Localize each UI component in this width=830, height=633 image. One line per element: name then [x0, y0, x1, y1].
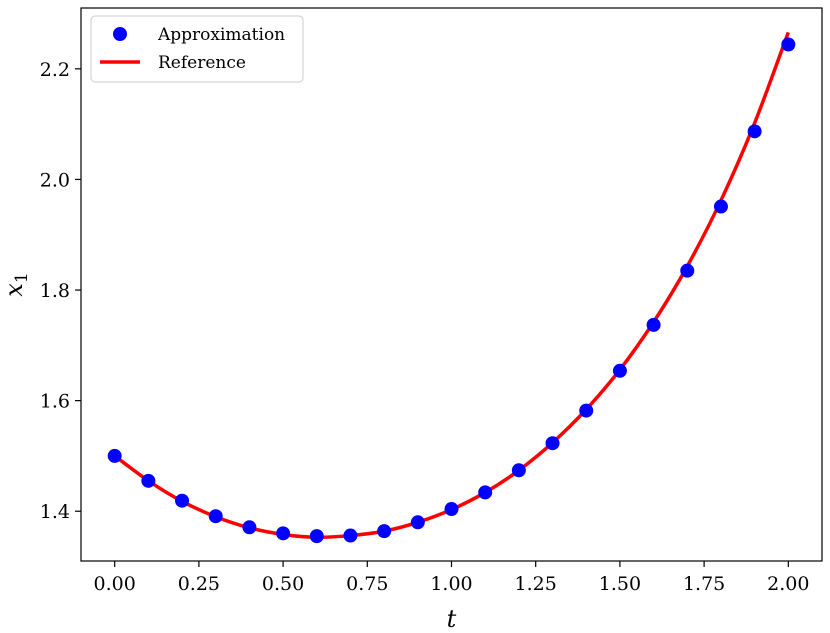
- x-tick-label: 0.75: [346, 573, 388, 595]
- x-tick-label: 1.25: [515, 573, 557, 595]
- approximation-point: [175, 493, 190, 508]
- y-axis-label-main: x: [0, 283, 28, 297]
- approximation-point: [208, 509, 223, 524]
- y-tick-label: 2.2: [40, 59, 70, 81]
- x-axis-label: t: [447, 605, 457, 633]
- approximation-point: [545, 436, 560, 451]
- legend-approximation-label: Approximation: [157, 25, 285, 45]
- x-tick-label: 1.50: [599, 573, 641, 595]
- approximation-point: [276, 526, 291, 541]
- legend-reference-label: Reference: [158, 53, 246, 73]
- approximation-point: [141, 473, 156, 488]
- approximation-point: [747, 124, 762, 139]
- x-tick-label: 1.75: [683, 573, 725, 595]
- approximation-point: [444, 502, 459, 517]
- approximation-point: [646, 317, 661, 332]
- approximation-point: [309, 529, 324, 544]
- approximation-point: [107, 448, 122, 463]
- y-tick-label: 1.8: [40, 280, 70, 302]
- y-axis-label: x1: [0, 272, 32, 296]
- plot-frame: [80, 7, 823, 562]
- x-tick-label: 1.00: [430, 573, 472, 595]
- approximation-point: [242, 520, 257, 535]
- legend: Approximation Reference: [90, 15, 304, 83]
- x-tick-label: 0.50: [262, 573, 304, 595]
- y-axis-label-subscript: 1: [12, 272, 32, 283]
- approximation-point: [713, 199, 728, 214]
- approximation-point: [579, 403, 594, 418]
- approximation-point: [343, 528, 358, 543]
- reference-line-layer: [113, 31, 790, 539]
- x-tick-label: 2.00: [767, 573, 809, 595]
- approximation-point: [478, 485, 493, 500]
- approximation-point: [680, 263, 695, 278]
- legend-box: [90, 15, 304, 83]
- y-tick-label: 1.4: [40, 501, 70, 523]
- y-tick-label: 2.0: [40, 169, 70, 191]
- approximation-point: [781, 37, 796, 52]
- x-axis-ticks: 0.00 0.25 0.50 0.75 1.00 1.25 1.50 1.75 2.00: [94, 561, 809, 595]
- approximation-point: [511, 463, 526, 478]
- y-tick-label: 1.6: [40, 391, 70, 413]
- x-tick-label: 0.00: [94, 573, 136, 595]
- reference-line: [113, 31, 790, 539]
- approximation-point: [377, 524, 392, 539]
- approximation-points-layer: [107, 37, 796, 544]
- x-tick-label: 0.25: [178, 573, 220, 595]
- y-axis-ticks: 1.4 1.6 1.8 2.0 2.2: [40, 59, 81, 523]
- approximation-point: [410, 515, 425, 530]
- legend-approximation-marker: [113, 27, 127, 41]
- approximation-point: [612, 363, 627, 378]
